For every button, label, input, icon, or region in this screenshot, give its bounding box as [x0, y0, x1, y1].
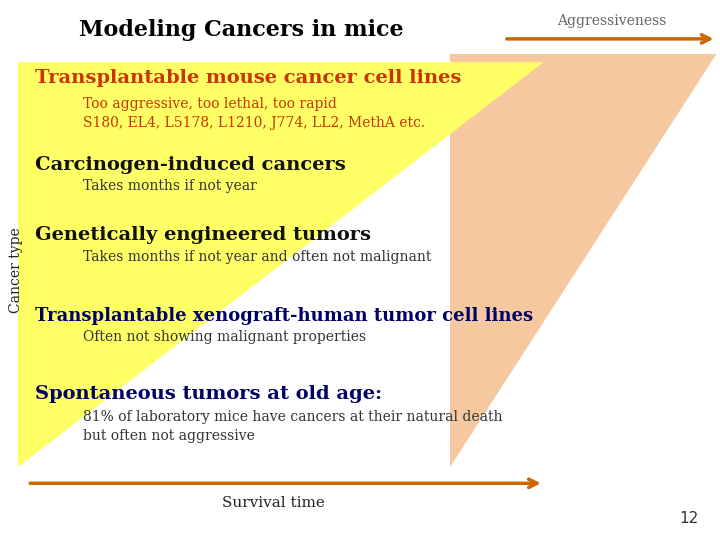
Text: Too aggressive, too lethal, too rapid: Too aggressive, too lethal, too rapid [83, 97, 337, 111]
Text: Cancer type: Cancer type [9, 227, 23, 313]
Text: Takes months if not year: Takes months if not year [83, 179, 256, 193]
Text: Genetically engineered tumors: Genetically engineered tumors [35, 226, 371, 244]
Polygon shape [18, 62, 544, 467]
Text: 12: 12 [679, 511, 698, 526]
Polygon shape [450, 54, 716, 467]
Text: Carcinogen-induced cancers: Carcinogen-induced cancers [35, 156, 346, 174]
Text: 81% of laboratory mice have cancers at their natural death: 81% of laboratory mice have cancers at t… [83, 410, 503, 424]
Text: S180, EL4, L5178, L1210, J774, LL2, MethA etc.: S180, EL4, L5178, L1210, J774, LL2, Meth… [83, 116, 425, 130]
Text: Modeling Cancers in mice: Modeling Cancers in mice [79, 19, 403, 40]
Text: Aggressiveness: Aggressiveness [557, 14, 667, 28]
Text: Transplantable xenograft-human tumor cell lines: Transplantable xenograft-human tumor cel… [35, 307, 533, 325]
Text: Spontaneous tumors at old age:: Spontaneous tumors at old age: [35, 385, 382, 403]
Text: Takes months if not year and often not malignant: Takes months if not year and often not m… [83, 249, 431, 264]
Text: Often not showing malignant properties: Often not showing malignant properties [83, 330, 366, 345]
Text: but often not aggressive: but often not aggressive [83, 429, 255, 443]
Text: Transplantable mouse cancer cell lines: Transplantable mouse cancer cell lines [35, 69, 461, 87]
Text: Survival time: Survival time [222, 496, 325, 510]
